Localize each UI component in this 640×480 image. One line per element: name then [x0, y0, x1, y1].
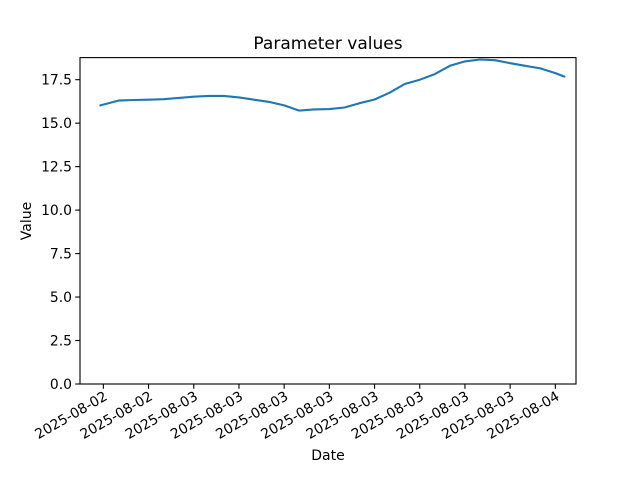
- y-tick-label: 0.0: [50, 377, 72, 393]
- y-tick-label: 17.5: [41, 72, 72, 88]
- y-tick-label: 5.0: [50, 290, 72, 306]
- y-tick-label: 15.0: [41, 116, 72, 132]
- y-axis-label: Value: [19, 201, 35, 241]
- y-tick-label: 7.5: [50, 246, 72, 262]
- plot-border: [79, 57, 577, 385]
- chart-title: Parameter values: [253, 34, 403, 54]
- y-tick-label: 10.0: [41, 203, 72, 219]
- y-tick-label: 2.5: [50, 333, 72, 349]
- x-axis-label: Date: [311, 448, 345, 464]
- data-line-parameter: [99, 58, 566, 112]
- y-tick-label: 12.5: [41, 159, 72, 175]
